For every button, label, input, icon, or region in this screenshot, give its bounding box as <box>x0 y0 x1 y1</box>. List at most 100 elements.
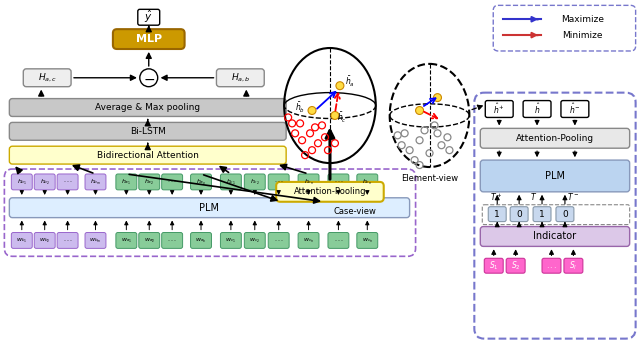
Text: $h_{c_1}$: $h_{c_1}$ <box>226 177 236 187</box>
Text: $\bar{h}_c$: $\bar{h}_c$ <box>337 110 347 125</box>
Text: 0: 0 <box>562 209 568 219</box>
FancyBboxPatch shape <box>357 174 378 190</box>
FancyBboxPatch shape <box>244 174 265 190</box>
Text: $\hat{h}^-$: $\hat{h}^-$ <box>569 102 581 116</box>
Text: $w_{a_1}$: $w_{a_1}$ <box>120 236 132 245</box>
FancyBboxPatch shape <box>556 207 574 222</box>
Text: $h_{b_1}$: $h_{b_1}$ <box>17 177 27 187</box>
Text: $h_{a_1}$: $h_{a_1}$ <box>121 177 131 187</box>
FancyBboxPatch shape <box>23 69 71 87</box>
FancyBboxPatch shape <box>220 174 241 190</box>
Text: Minimize: Minimize <box>563 31 603 40</box>
Text: $h_{b_2}$: $h_{b_2}$ <box>40 177 50 187</box>
Circle shape <box>433 94 442 101</box>
Text: Maximize: Maximize <box>561 15 604 24</box>
Text: Case-view: Case-view <box>333 207 376 216</box>
Text: Average & Max pooling: Average & Max pooling <box>95 103 200 112</box>
Text: $T$: $T$ <box>531 191 538 202</box>
FancyBboxPatch shape <box>10 198 410 218</box>
FancyBboxPatch shape <box>523 100 551 117</box>
Text: $...$: $...$ <box>333 238 343 243</box>
Text: $-$: $-$ <box>143 72 155 86</box>
Text: $h_{a_o}$: $h_{a_o}$ <box>196 177 206 187</box>
Text: $T^-$: $T^-$ <box>566 191 579 202</box>
FancyBboxPatch shape <box>480 227 630 246</box>
FancyBboxPatch shape <box>10 146 286 164</box>
Text: $h_{c_2}$: $h_{c_2}$ <box>250 177 260 187</box>
Text: $H_{a,b}$: $H_{a,b}$ <box>230 72 250 84</box>
FancyBboxPatch shape <box>162 174 182 190</box>
FancyBboxPatch shape <box>357 233 378 248</box>
FancyBboxPatch shape <box>57 233 78 248</box>
FancyBboxPatch shape <box>85 233 106 248</box>
Text: $...$: $...$ <box>167 180 177 184</box>
Text: Indicator: Indicator <box>533 232 577 241</box>
Text: $\bar{h}_a$: $\bar{h}_a$ <box>345 75 355 89</box>
Text: $\hat{h}$: $\hat{h}$ <box>534 102 540 116</box>
Text: $w_{b_m}$: $w_{b_m}$ <box>89 236 102 245</box>
Text: $\hat{y}$: $\hat{y}$ <box>145 9 153 25</box>
Text: $H_{a,c}$: $H_{a,c}$ <box>38 72 57 84</box>
Text: $w_{c_1}$: $w_{c_1}$ <box>225 236 236 245</box>
FancyBboxPatch shape <box>533 207 551 222</box>
Text: $w_{c_n}$: $w_{c_n}$ <box>303 236 314 245</box>
Text: $...$: $...$ <box>274 180 284 184</box>
FancyBboxPatch shape <box>485 100 513 117</box>
FancyBboxPatch shape <box>564 258 583 273</box>
FancyBboxPatch shape <box>35 233 55 248</box>
Text: $S_2$: $S_2$ <box>511 259 520 272</box>
FancyBboxPatch shape <box>561 100 589 117</box>
FancyBboxPatch shape <box>220 233 241 248</box>
Text: $S_l$: $S_l$ <box>569 259 577 272</box>
Text: $w_{b_2}$: $w_{b_2}$ <box>39 236 51 245</box>
FancyBboxPatch shape <box>480 160 630 192</box>
FancyBboxPatch shape <box>484 258 503 273</box>
FancyBboxPatch shape <box>191 174 211 190</box>
Text: $w_{b_1}$: $w_{b_1}$ <box>16 236 28 245</box>
Text: Element-view: Element-view <box>401 174 458 183</box>
FancyBboxPatch shape <box>328 174 349 190</box>
Text: $\bar{h}_b$: $\bar{h}_b$ <box>295 100 305 115</box>
Text: PLM: PLM <box>200 203 220 213</box>
FancyBboxPatch shape <box>276 182 384 202</box>
FancyBboxPatch shape <box>116 233 137 248</box>
Circle shape <box>331 111 339 119</box>
FancyBboxPatch shape <box>216 69 264 87</box>
FancyBboxPatch shape <box>85 174 106 190</box>
Text: $T^+$: $T^+$ <box>490 191 502 203</box>
FancyBboxPatch shape <box>542 258 561 273</box>
FancyBboxPatch shape <box>138 9 160 25</box>
Text: Attention-Pooling: Attention-Pooling <box>294 187 366 196</box>
Circle shape <box>336 82 344 90</box>
FancyBboxPatch shape <box>244 233 265 248</box>
Text: $...$: $...$ <box>546 261 557 270</box>
Text: 1: 1 <box>539 209 545 219</box>
Text: $h_{a_2}$: $h_{a_2}$ <box>144 177 154 187</box>
FancyBboxPatch shape <box>139 174 160 190</box>
FancyBboxPatch shape <box>57 174 78 190</box>
FancyBboxPatch shape <box>10 99 286 117</box>
FancyBboxPatch shape <box>298 233 319 248</box>
FancyBboxPatch shape <box>191 233 211 248</box>
Text: Bi-LSTM: Bi-LSTM <box>130 127 166 136</box>
FancyBboxPatch shape <box>268 174 289 190</box>
FancyBboxPatch shape <box>113 29 184 49</box>
Text: $\hat{h}^+$: $\hat{h}^+$ <box>493 102 505 116</box>
Text: $S_1$: $S_1$ <box>489 259 499 272</box>
Text: $h_{b_m}$: $h_{b_m}$ <box>90 177 101 187</box>
FancyBboxPatch shape <box>328 233 349 248</box>
Text: $w_{a_o}$: $w_{a_o}$ <box>195 236 207 245</box>
Text: $...$: $...$ <box>333 180 343 184</box>
Text: 0: 0 <box>516 209 522 219</box>
Text: $...$: $...$ <box>63 180 72 184</box>
FancyBboxPatch shape <box>162 233 182 248</box>
Text: $...$: $...$ <box>167 238 177 243</box>
Text: MLP: MLP <box>136 34 162 44</box>
FancyBboxPatch shape <box>488 207 506 222</box>
Text: Attention-Pooling: Attention-Pooling <box>516 134 594 143</box>
FancyBboxPatch shape <box>506 258 525 273</box>
Text: $h_{c_n}$: $h_{c_n}$ <box>362 177 372 187</box>
Text: $...$: $...$ <box>274 238 284 243</box>
FancyBboxPatch shape <box>268 233 289 248</box>
FancyBboxPatch shape <box>480 128 630 148</box>
